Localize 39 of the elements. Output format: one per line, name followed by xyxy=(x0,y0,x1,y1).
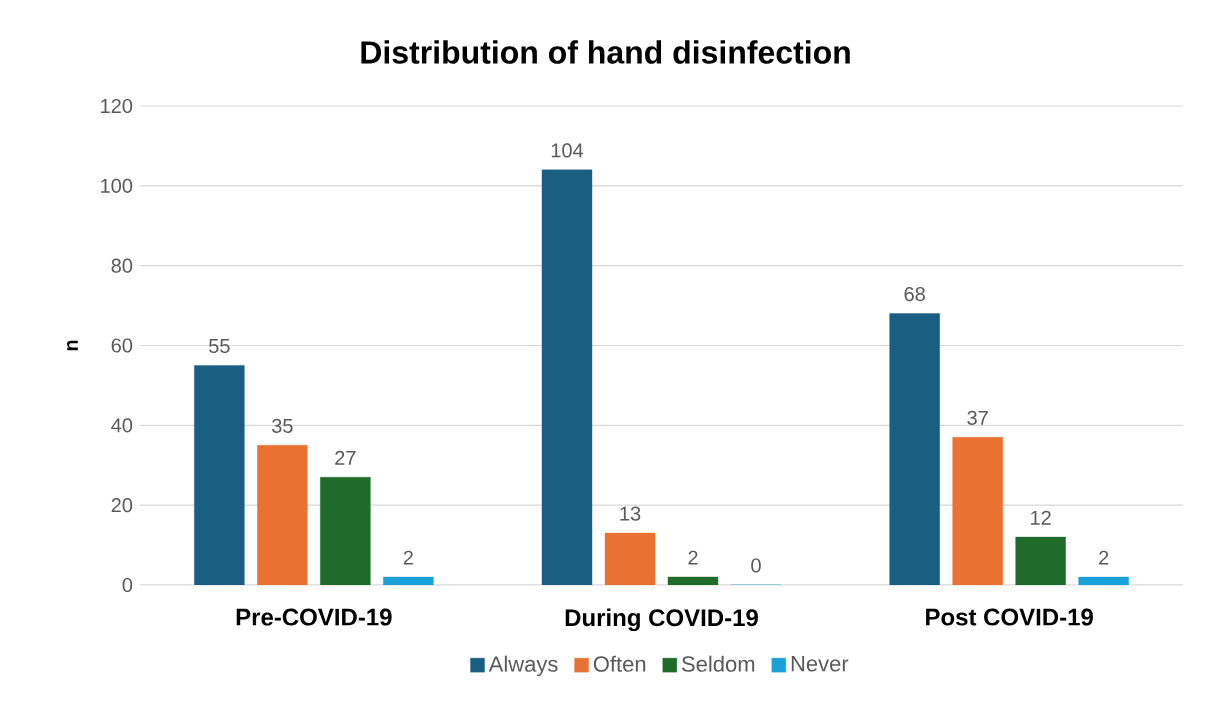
bar xyxy=(952,437,1003,585)
data-label: 12 xyxy=(1031,510,1051,525)
legend-label: Always xyxy=(488,655,558,677)
data-label: 104 xyxy=(551,143,584,158)
legend-label: Seldom xyxy=(682,655,755,672)
y-tick-label: 80 xyxy=(111,258,133,273)
bar xyxy=(889,313,940,585)
data-label: 35 xyxy=(271,418,293,433)
legend-label: Often xyxy=(593,655,646,672)
bar xyxy=(1015,536,1066,585)
y-tick-label: 60 xyxy=(111,338,133,353)
data-label: 68 xyxy=(904,287,925,302)
data-label: 2 xyxy=(403,550,413,565)
y-tick-label: 120 xyxy=(101,98,133,114)
data-label: 2 xyxy=(688,550,698,565)
y-tick-label: 0 xyxy=(122,577,133,593)
bar xyxy=(383,576,434,585)
y-axis-title: n xyxy=(67,340,78,351)
chart-title: Distribution of hand disinfection xyxy=(361,40,850,64)
data-label: 2 xyxy=(1099,550,1109,565)
bar xyxy=(667,576,719,585)
x-tick-label: Pre-COVID-19 xyxy=(236,608,392,626)
y-tick-label: 20 xyxy=(111,498,133,513)
bar xyxy=(604,532,656,585)
bar xyxy=(320,477,371,585)
y-tick-label: 100 xyxy=(101,178,133,193)
data-label: 37 xyxy=(967,410,988,425)
legend-label: Never xyxy=(791,656,849,672)
data-label: 13 xyxy=(620,506,641,521)
data-label: 0 xyxy=(751,558,761,573)
bar xyxy=(257,445,308,585)
x-tick-label: Post COVID-19 xyxy=(926,608,1093,626)
bar xyxy=(194,365,245,585)
x-tick-label: During COVID-19 xyxy=(565,608,758,632)
bar xyxy=(1078,576,1129,585)
y-tick-label: 40 xyxy=(111,418,133,433)
data-label: 55 xyxy=(209,339,230,354)
data-label: 27 xyxy=(335,450,356,465)
bar xyxy=(541,169,593,585)
